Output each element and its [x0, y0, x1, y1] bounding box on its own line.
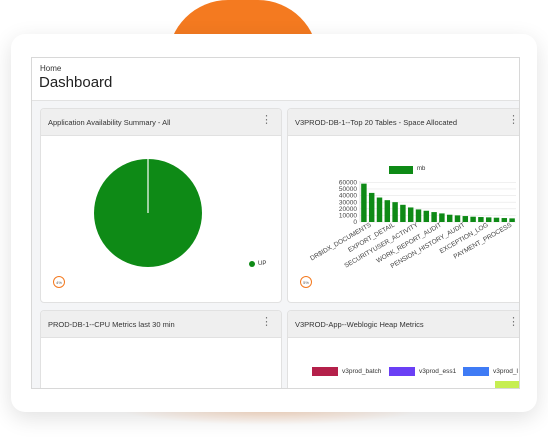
- legend-label-v3prod-l: v3prod_l: [493, 368, 518, 375]
- pie-chart: [94, 159, 202, 267]
- bar[interactable]: [493, 217, 500, 222]
- page-header: Home Dashboard: [32, 58, 519, 101]
- legend-label-mb: mb: [417, 166, 426, 172]
- y-tick-label: 0: [353, 219, 357, 226]
- legend-swatch-v3prod-l: [463, 367, 489, 376]
- y-tick-label: 50000: [339, 186, 357, 193]
- bar[interactable]: [478, 217, 484, 222]
- legend-swatch-v3prod-batch: [312, 367, 338, 376]
- bar[interactable]: [368, 192, 375, 222]
- legend-label-up: UP: [258, 261, 267, 267]
- widget-title: V3PROD-DB-1--Top 20 Tables - Space Alloc…: [295, 118, 458, 127]
- legend-swatch-mb: [389, 166, 413, 174]
- widget-header: V3PROD-DB-1--Top 20 Tables - Space Alloc…: [288, 109, 519, 136]
- bar[interactable]: [485, 217, 492, 222]
- legend-label-v3prod-ess1: v3prod_ess1: [419, 368, 457, 375]
- more-options-icon[interactable]: ⋮: [261, 316, 272, 328]
- bar[interactable]: [501, 218, 508, 222]
- refresh-progress-icon[interactable]: 5%: [300, 276, 312, 288]
- refresh-progress-label: 5%: [303, 279, 309, 285]
- bar[interactable]: [431, 212, 437, 222]
- bar[interactable]: [400, 204, 406, 222]
- widget-header: Application Availability Summary - All ⋮: [41, 109, 281, 136]
- legend-swatch-v3prod-ess1: [389, 367, 415, 376]
- y-tick-label: 20000: [339, 206, 357, 213]
- more-options-icon[interactable]: ⋮: [508, 114, 519, 126]
- bar[interactable]: [423, 210, 430, 222]
- bar[interactable]: [454, 215, 461, 222]
- bar[interactable]: [392, 202, 398, 222]
- screenshot-card: Home Dashboard Application Availability …: [11, 34, 537, 412]
- bar[interactable]: [384, 200, 391, 222]
- bar-chart: 0100002000030000400005000060000DR$IDX_DO…: [309, 180, 516, 270]
- bar[interactable]: [509, 218, 515, 222]
- breadcrumb[interactable]: Home: [40, 64, 62, 73]
- y-tick-label: 30000: [339, 199, 357, 206]
- y-tick-label: 10000: [339, 213, 357, 220]
- widget-cpu-metrics: PROD-DB-1--CPU Metrics last 30 min ⋮: [40, 310, 282, 388]
- widget-title: Application Availability Summary - All: [48, 118, 171, 127]
- widget-header: PROD-DB-1--CPU Metrics last 30 min ⋮: [41, 311, 281, 338]
- refresh-progress-label: 4%: [56, 279, 62, 285]
- bar[interactable]: [376, 197, 383, 222]
- bar[interactable]: [462, 216, 469, 222]
- dashboard-app: Home Dashboard Application Availability …: [31, 57, 520, 389]
- refresh-progress-icon[interactable]: 4%: [53, 276, 65, 288]
- y-tick-label: 60000: [339, 180, 357, 187]
- widget-title: PROD-DB-1--CPU Metrics last 30 min: [48, 320, 175, 329]
- legend-label-v3prod-batch: v3prod_batch: [342, 368, 382, 375]
- widget-heap-metrics: V3PROD-App--Weblogic Heap Metrics ⋮ v3pr…: [287, 310, 519, 388]
- y-tick-label: 40000: [339, 193, 357, 200]
- widget-header: V3PROD-App--Weblogic Heap Metrics ⋮: [288, 311, 519, 338]
- bar[interactable]: [439, 213, 445, 222]
- bar[interactable]: [361, 183, 367, 222]
- page-title: Dashboard: [39, 74, 113, 91]
- widget-availability-summary: Application Availability Summary - All ⋮…: [40, 108, 282, 303]
- widget-top-tables: V3PROD-DB-1--Top 20 Tables - Space Alloc…: [287, 108, 519, 303]
- bar[interactable]: [415, 209, 422, 222]
- legend-swatch-extra: [495, 381, 519, 388]
- bar[interactable]: [407, 207, 414, 222]
- bar[interactable]: [470, 216, 476, 222]
- more-options-icon[interactable]: ⋮: [508, 316, 519, 328]
- widget-title: V3PROD-App--Weblogic Heap Metrics: [295, 320, 424, 329]
- legend-marker-up: [249, 261, 255, 267]
- more-options-icon[interactable]: ⋮: [261, 114, 272, 126]
- bar[interactable]: [446, 214, 453, 222]
